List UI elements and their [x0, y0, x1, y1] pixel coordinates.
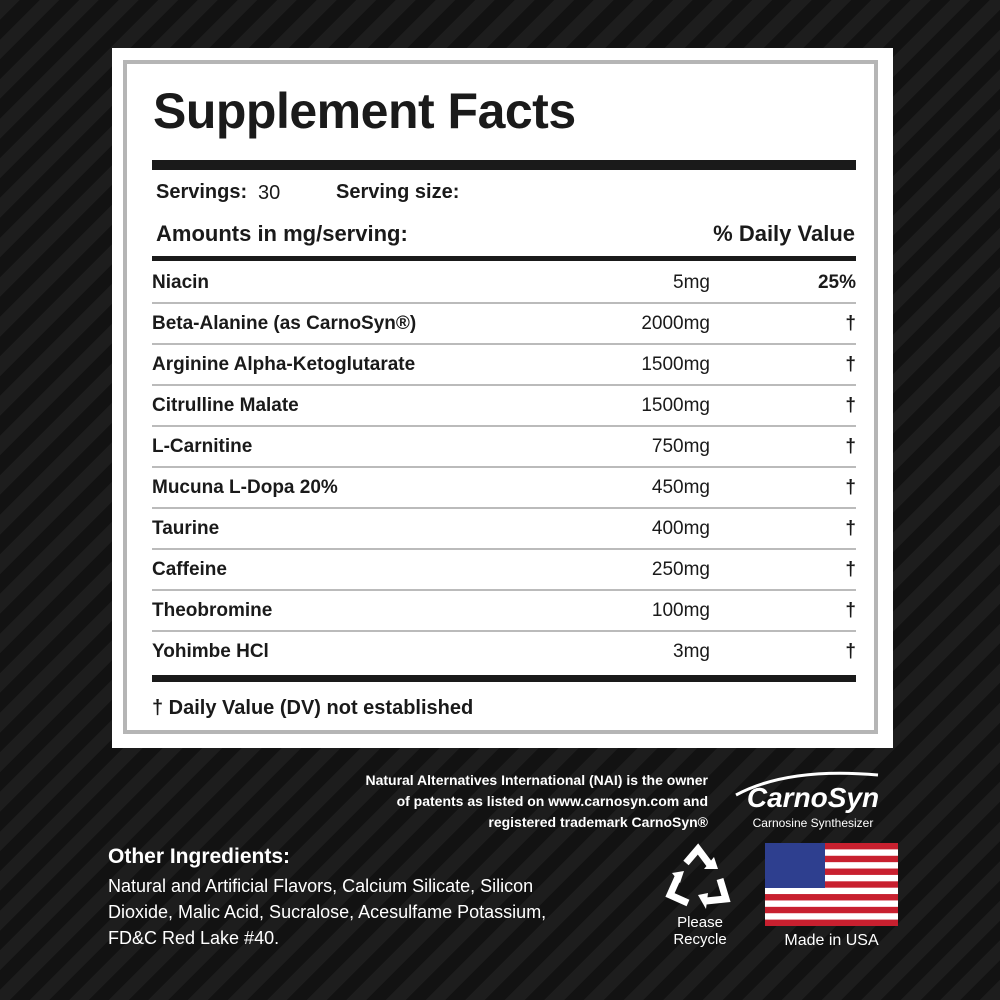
rule	[152, 256, 856, 261]
flag-stripe	[765, 862, 898, 869]
ingredient-name: Citrulline Malate	[152, 395, 299, 416]
logo-name: CarnoSyn	[747, 782, 879, 813]
daily-value: 25%	[817, 272, 856, 293]
ingredient-name: Theobromine	[152, 600, 273, 621]
flag-stripe	[765, 881, 898, 888]
origin: Made in USA	[784, 932, 879, 949]
text-line: Natural Alternatives International (NAI)…	[365, 772, 708, 788]
ingredient-row: Arginine Alpha-Ketoglutarate 1500mg †	[152, 345, 856, 386]
flag-stripe	[765, 887, 898, 895]
ingredient-name: Caffeine	[152, 559, 227, 580]
flag-stripe	[765, 900, 898, 908]
ingredient-amount: 1500mg	[641, 354, 710, 375]
recycle-heads	[672, 857, 718, 909]
ingredient-amount: 750mg	[651, 436, 710, 457]
logo-tagline: Carnosine Synthesizer	[753, 816, 874, 830]
ingredient-row: Yohimbe HCl 3mg †	[152, 632, 856, 673]
dv-header: % Daily Value	[713, 221, 855, 246]
ingredient-name: Beta-Alanine (as CarnoSyn®)	[152, 313, 417, 334]
text-line: FD&C Red Lake #40.	[108, 928, 280, 948]
serving-size-label: Serving size:	[336, 181, 460, 203]
ingredient-amount: 3mg	[673, 641, 710, 662]
daily-value: †	[845, 395, 856, 416]
text-line: of patents as listed on www.carnosyn.com…	[396, 793, 708, 809]
flag-stripe	[765, 849, 898, 857]
ingredient-row: Theobromine 100mg †	[152, 591, 856, 632]
daily-value: †	[845, 518, 856, 539]
ingredient-amount: 2000mg	[641, 313, 710, 334]
flag-stripe	[765, 843, 898, 850]
text-line: registered trademark CarnoSyn®	[488, 814, 708, 830]
daily-value: †	[845, 313, 856, 334]
daily-value: †	[845, 354, 856, 375]
ingredients-heading: Other Ingredients:	[108, 845, 291, 868]
carnosyn-logo: CarnoSyn Carnosine Synthesizer	[735, 771, 879, 830]
text-line: Natural and Artificial Flavors, Calcium …	[108, 876, 534, 896]
ingredient-name: Yohimbe HCl	[152, 641, 269, 662]
flag-stripe	[765, 919, 898, 926]
text-line: Dioxide, Malic Acid, Sucralose, Acesulfa…	[108, 902, 547, 922]
trademark-note: Natural Alternatives International (NAI)…	[365, 770, 708, 833]
ingredient-row: Citrulline Malate 1500mg †	[152, 386, 856, 427]
recycle-text: Please Recycle	[652, 914, 748, 948]
ingredient-row: Niacin 5mg 25%	[152, 263, 856, 304]
text-line: Please	[677, 914, 723, 931]
ingredient-amount: 1500mg	[641, 395, 710, 416]
logo-swoosh	[735, 771, 879, 797]
flag-stripe	[765, 913, 898, 920]
footnote: † Daily Value (DV) not established	[152, 697, 474, 719]
ingredient-amount: 400mg	[651, 518, 710, 539]
daily-value: †	[845, 600, 856, 621]
recycle-icon	[665, 843, 731, 909]
ingredient-row: Taurine 400mg †	[152, 509, 856, 550]
rule	[152, 160, 856, 170]
ingredient-amount: 450mg	[651, 477, 710, 498]
ingredient-row: Caffeine 250mg †	[152, 550, 856, 591]
ingredient-name: Arginine Alpha-Ketoglutarate	[152, 354, 416, 375]
flag-stripe	[765, 855, 898, 863]
ingredient-row: Beta-Alanine (as CarnoSyn®) 2000mg †	[152, 304, 856, 345]
daily-value: †	[845, 477, 856, 498]
rule	[152, 675, 856, 682]
ingredient-row: Mucuna L-Dopa 20% 450mg †	[152, 468, 856, 509]
ingredient-name: Niacin	[152, 272, 210, 293]
servings-value: 30	[258, 182, 281, 204]
ingredient-amount: 250mg	[651, 559, 710, 580]
ingredient-row: L-Carnitine 750mg †	[152, 427, 856, 468]
daily-value: †	[845, 559, 856, 580]
title: Supplement Facts	[153, 83, 576, 139]
flag-canton	[765, 843, 825, 888]
servings-label: Servings:	[156, 181, 248, 203]
ingredient-name: Taurine	[152, 518, 220, 539]
flag-stripe	[765, 874, 898, 882]
flag-stripe	[765, 906, 898, 914]
daily-value: †	[845, 641, 856, 662]
text-line: Recycle	[673, 931, 727, 948]
ingredient-name: L-Carnitine	[152, 436, 253, 457]
flag-stripe	[765, 868, 898, 876]
panel-border	[123, 60, 878, 734]
ingredient-amount: 100mg	[651, 600, 710, 621]
flag-stripe	[765, 894, 898, 901]
ingredient-amount: 5mg	[673, 272, 710, 293]
ingredients-text: Natural and Artificial Flavors, Calcium …	[108, 873, 546, 951]
usa-flag	[765, 843, 898, 926]
ingredient-name: Mucuna L-Dopa 20%	[152, 477, 338, 498]
daily-value: †	[845, 436, 856, 457]
amounts-header: Amounts in mg/serving:	[156, 221, 408, 246]
recycle-arrows	[665, 843, 731, 907]
